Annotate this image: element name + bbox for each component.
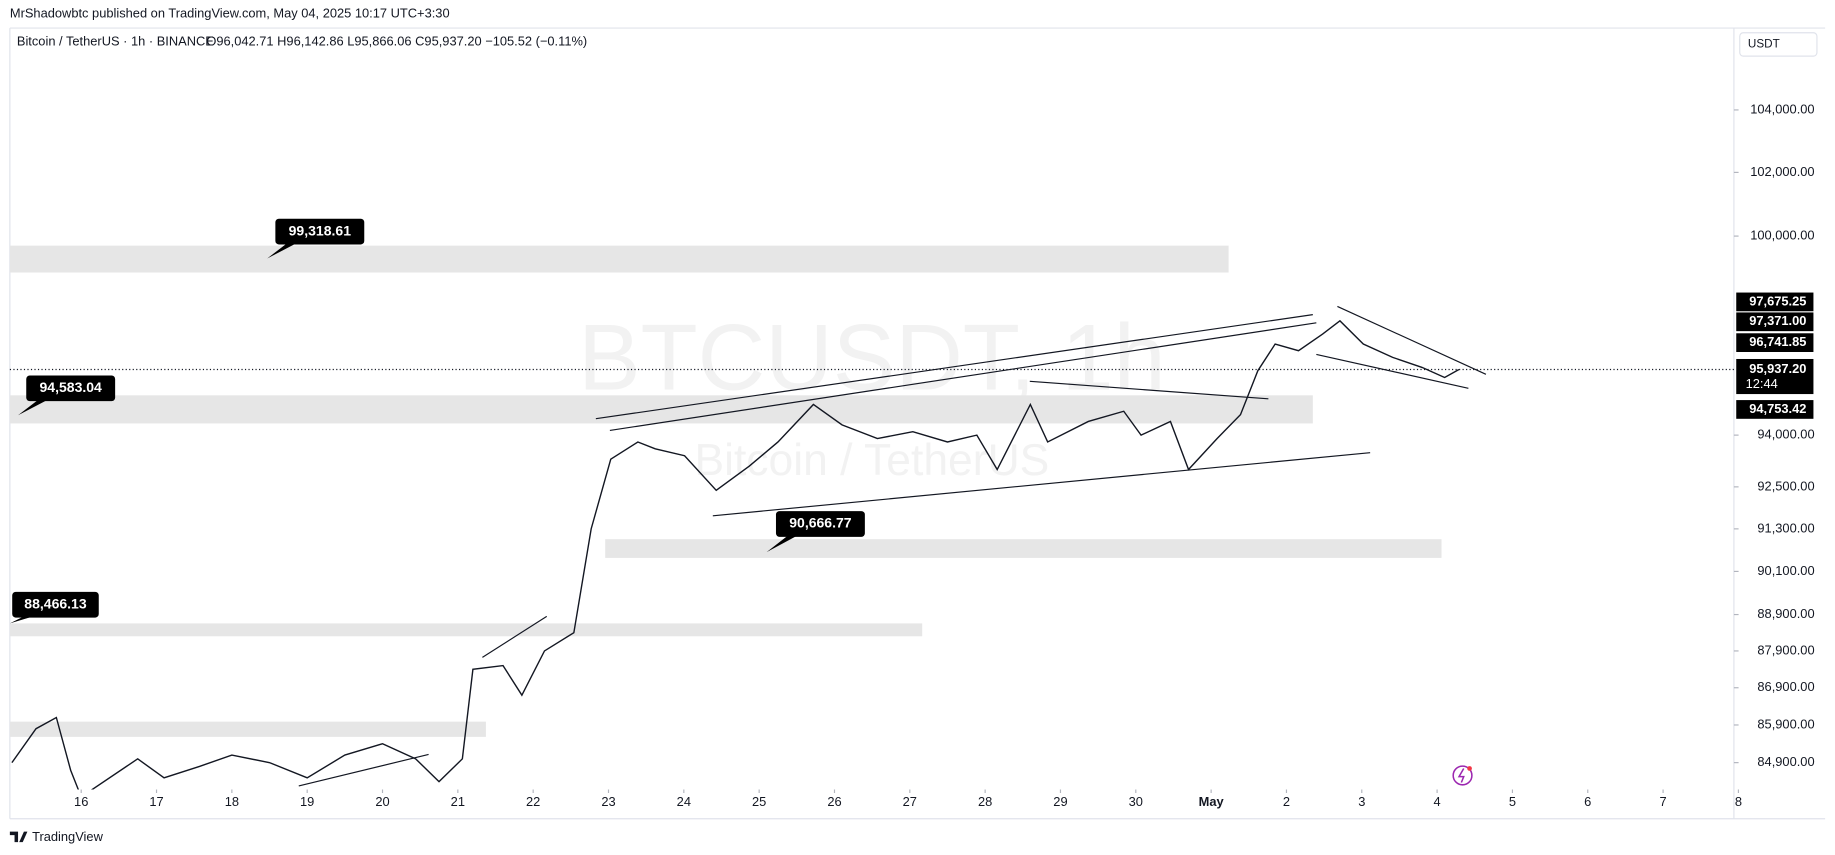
y-tick-label: 85,900.00 bbox=[1757, 716, 1814, 731]
trendline bbox=[298, 753, 429, 787]
zone bbox=[9, 623, 923, 637]
x-tick-label: 24 bbox=[677, 794, 691, 809]
x-tick-label: 5 bbox=[1509, 794, 1516, 809]
price-label: 96,741.85 bbox=[1749, 334, 1806, 349]
callout-label: 94,583.04 bbox=[40, 379, 103, 395]
x-tick-label: 21 bbox=[451, 794, 465, 809]
currency-box[interactable] bbox=[1739, 32, 1818, 57]
price-label-box bbox=[1736, 400, 1814, 419]
price-label-box bbox=[1736, 333, 1814, 352]
trendline bbox=[482, 615, 548, 658]
price-label-box bbox=[1736, 312, 1814, 332]
watermark: BTCUSDT, 1h bbox=[578, 305, 1166, 410]
callout: 88,466.13 bbox=[9, 591, 99, 624]
price-line bbox=[11, 319, 1460, 790]
lightning-icon[interactable] bbox=[1452, 765, 1473, 786]
tv-logo[interactable]: TradingView bbox=[9, 829, 104, 844]
callout-label: 99,318.61 bbox=[289, 222, 352, 238]
price-label: 97,371.00 bbox=[1749, 313, 1806, 328]
x-tick-label: 18 bbox=[225, 794, 239, 809]
price-label-box bbox=[1736, 292, 1814, 312]
trendlines bbox=[298, 305, 1487, 787]
price-label: 97,675.25 bbox=[1749, 293, 1806, 308]
countdown: 12:44 bbox=[1746, 376, 1778, 391]
ohlc: O96,042.71 H96,142.86 L95,866.06 C95,937… bbox=[206, 33, 587, 48]
y-tick-label: 87,900.00 bbox=[1757, 642, 1814, 657]
x-tick-label: 26 bbox=[827, 794, 841, 809]
callout-label: 88,466.13 bbox=[24, 595, 87, 611]
x-tick-label: 29 bbox=[1053, 794, 1067, 809]
trendline bbox=[1337, 305, 1487, 375]
x-tick-label: May bbox=[1199, 794, 1225, 809]
trendline bbox=[595, 314, 1313, 420]
y-tick-label: 84,900.00 bbox=[1757, 754, 1814, 769]
y-tick-label: 91,300.00 bbox=[1757, 520, 1814, 535]
callout-box bbox=[275, 218, 365, 245]
trendline bbox=[712, 452, 1371, 517]
callout-box bbox=[26, 375, 116, 402]
x-tick-label: 20 bbox=[375, 794, 389, 809]
current-price-box bbox=[1736, 358, 1814, 395]
zone bbox=[9, 721, 486, 737]
x-tick-label: 27 bbox=[903, 794, 917, 809]
x-tick-label: 17 bbox=[149, 794, 163, 809]
callout-box bbox=[12, 591, 99, 618]
symbol-title: Bitcoin / TetherUS · 1h · BINANCE bbox=[17, 33, 214, 48]
trendline bbox=[1029, 380, 1269, 400]
x-tick-label: 8 bbox=[1735, 794, 1742, 809]
callout-pointer bbox=[267, 243, 297, 259]
x-tick-label: 4 bbox=[1434, 794, 1441, 809]
y-tick-label: 86,900.00 bbox=[1757, 679, 1814, 694]
callout-pointer bbox=[18, 400, 48, 416]
x-tick-label: 25 bbox=[752, 794, 766, 809]
current-price-label: 95,937.20 bbox=[1749, 361, 1806, 376]
callout: 94,583.04 bbox=[18, 375, 116, 416]
x-tick-label: 23 bbox=[601, 794, 615, 809]
y-tick-label: 88,900.00 bbox=[1757, 606, 1814, 621]
watermark-sub: Bitcoin / TetherUS bbox=[694, 436, 1049, 485]
x-tick-label: 16 bbox=[74, 794, 88, 809]
x-tick-label: 7 bbox=[1660, 794, 1667, 809]
x-tick-label: 2 bbox=[1283, 794, 1290, 809]
x-tick-label: 28 bbox=[978, 794, 992, 809]
zone bbox=[9, 245, 1229, 273]
footer[interactable]: TradingView bbox=[32, 829, 103, 844]
publisher-note: MrShadowbtc published on TradingView.com… bbox=[10, 5, 450, 20]
y-tick-label: 94,000.00 bbox=[1757, 427, 1814, 442]
x-tick-label: 22 bbox=[526, 794, 540, 809]
currency[interactable]: USDT bbox=[1748, 38, 1780, 51]
x-tick-label: 30 bbox=[1129, 794, 1143, 809]
zone bbox=[605, 539, 1442, 558]
callout-box bbox=[775, 511, 865, 537]
price-label: 94,753.42 bbox=[1749, 401, 1806, 416]
x-tick-label: 6 bbox=[1584, 794, 1591, 809]
callout-label: 90,666.77 bbox=[789, 515, 852, 531]
x-tick-label: 19 bbox=[300, 794, 314, 809]
trendline bbox=[1316, 353, 1469, 389]
y-tick-label: 102,000.00 bbox=[1750, 164, 1814, 179]
y-tick-label: 92,500.00 bbox=[1757, 478, 1814, 493]
trendline bbox=[609, 322, 1317, 432]
x-tick-label: 3 bbox=[1358, 794, 1365, 809]
y-tick-label: 90,100.00 bbox=[1757, 563, 1814, 578]
callout: 99,318.61 bbox=[267, 218, 365, 259]
y-tick-label: 104,000.00 bbox=[1750, 101, 1814, 116]
y-tick-label: 100,000.00 bbox=[1750, 227, 1814, 242]
